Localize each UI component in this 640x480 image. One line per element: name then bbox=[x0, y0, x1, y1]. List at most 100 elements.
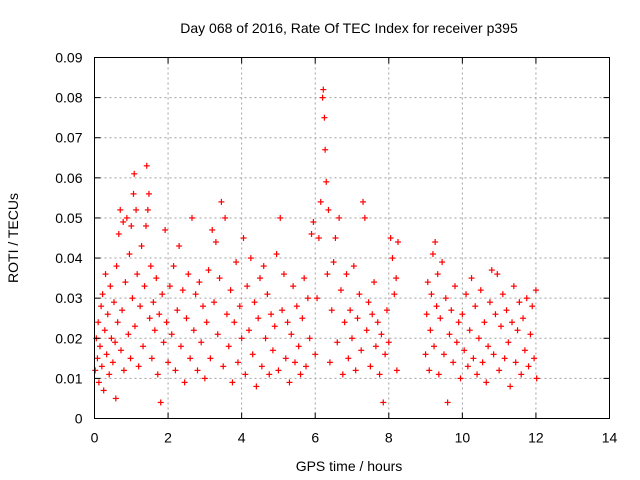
data-point-marker bbox=[137, 303, 144, 310]
y-tick-label: 0.02 bbox=[55, 330, 82, 346]
data-point-marker bbox=[120, 218, 127, 225]
data-point-marker bbox=[501, 355, 508, 362]
data-point-marker bbox=[112, 395, 119, 402]
x-tick-label: 6 bbox=[311, 430, 319, 446]
data-point-marker bbox=[264, 291, 271, 298]
data-point-marker bbox=[144, 206, 151, 213]
data-point-marker bbox=[387, 235, 394, 241]
data-point-marker bbox=[231, 319, 238, 326]
data-point-marker bbox=[490, 351, 497, 358]
data-point-marker bbox=[442, 295, 449, 302]
data-point-marker bbox=[391, 291, 398, 298]
data-point-marker bbox=[523, 295, 530, 302]
data-point-marker bbox=[257, 275, 264, 282]
data-point-marker bbox=[156, 311, 163, 318]
data-point-marker bbox=[463, 291, 470, 298]
data-point-marker bbox=[153, 275, 160, 282]
data-point-marker bbox=[179, 287, 186, 294]
data-point-marker bbox=[187, 355, 194, 362]
data-point-marker bbox=[103, 351, 110, 358]
data-point-marker bbox=[450, 359, 457, 366]
data-point-marker bbox=[249, 351, 256, 358]
data-point-marker bbox=[324, 271, 331, 278]
y-tick-label: 0.06 bbox=[55, 170, 82, 186]
data-point-marker bbox=[113, 263, 120, 270]
data-point-marker bbox=[162, 226, 169, 233]
data-point-marker bbox=[475, 335, 482, 342]
data-point-marker bbox=[280, 271, 287, 278]
data-point-marker bbox=[172, 367, 179, 374]
data-point-marker bbox=[185, 271, 192, 278]
data-point-marker bbox=[203, 319, 210, 326]
data-point-marker bbox=[514, 327, 521, 334]
data-point-marker bbox=[376, 371, 383, 378]
data-point-marker bbox=[109, 359, 116, 366]
data-point-marker bbox=[212, 239, 219, 246]
data-point-marker bbox=[525, 363, 532, 370]
y-tick-label: 0 bbox=[75, 411, 83, 427]
data-point-marker bbox=[486, 299, 493, 306]
data-point-marker bbox=[200, 303, 207, 310]
data-point-marker bbox=[494, 271, 501, 278]
data-point-marker bbox=[194, 367, 201, 374]
data-point-marker bbox=[170, 263, 177, 270]
data-point-marker bbox=[372, 343, 379, 350]
data-point-marker bbox=[382, 351, 389, 358]
data-point-marker bbox=[176, 243, 183, 250]
y-tick-label: 0.03 bbox=[55, 290, 82, 306]
data-point-marker bbox=[499, 291, 506, 298]
data-point-marker bbox=[112, 339, 119, 346]
data-point-marker bbox=[201, 375, 208, 382]
data-point-marker bbox=[349, 335, 355, 342]
data-point-marker bbox=[95, 319, 102, 326]
data-point-marker bbox=[92, 367, 99, 374]
chart-title: Day 068 of 2016, Rate Of TEC Index for r… bbox=[180, 20, 518, 36]
data-point-marker bbox=[282, 355, 289, 362]
data-point-marker bbox=[457, 375, 464, 382]
data-point-marker bbox=[279, 307, 286, 314]
data-point-marker bbox=[236, 303, 243, 310]
data-point-marker bbox=[138, 243, 145, 250]
data-point-marker bbox=[168, 331, 175, 338]
data-point-marker bbox=[262, 335, 269, 342]
data-point-marker bbox=[312, 351, 319, 358]
data-point-marker bbox=[432, 239, 439, 246]
data-point-marker bbox=[207, 355, 214, 362]
data-point-marker bbox=[271, 323, 278, 330]
data-point-marker bbox=[198, 339, 205, 346]
data-point-marker bbox=[330, 259, 337, 266]
data-point-marker bbox=[255, 315, 262, 322]
data-point-marker bbox=[433, 303, 440, 310]
data-point-marker bbox=[216, 275, 223, 282]
data-point-marker bbox=[273, 251, 280, 258]
data-point-marker bbox=[496, 367, 503, 374]
data-point-marker bbox=[452, 283, 458, 290]
data-point-marker bbox=[453, 339, 460, 346]
data-point-marker bbox=[310, 218, 317, 225]
data-points bbox=[92, 86, 540, 406]
data-point-marker bbox=[107, 283, 114, 290]
data-point-marker bbox=[323, 178, 330, 185]
data-point-marker bbox=[466, 327, 473, 334]
data-point-marker bbox=[428, 291, 435, 298]
data-point-marker bbox=[157, 399, 164, 406]
data-point-marker bbox=[108, 335, 115, 342]
data-point-marker bbox=[361, 214, 368, 221]
data-point-marker bbox=[295, 343, 302, 350]
grid-lines bbox=[94, 57, 610, 419]
data-point-marker bbox=[163, 319, 170, 326]
data-point-marker bbox=[464, 363, 471, 370]
data-point-marker bbox=[393, 367, 400, 374]
data-point-marker bbox=[143, 162, 150, 169]
data-point-marker bbox=[115, 230, 122, 237]
data-point-marker bbox=[444, 399, 451, 406]
data-point-marker bbox=[147, 263, 154, 270]
data-point-marker bbox=[240, 235, 247, 241]
data-point-marker bbox=[234, 359, 241, 366]
data-point-marker bbox=[332, 235, 339, 241]
data-point-marker bbox=[520, 315, 527, 322]
data-point-marker bbox=[192, 291, 199, 298]
data-point-marker bbox=[146, 315, 153, 322]
data-point-marker bbox=[431, 343, 438, 350]
data-point-marker bbox=[427, 327, 434, 334]
